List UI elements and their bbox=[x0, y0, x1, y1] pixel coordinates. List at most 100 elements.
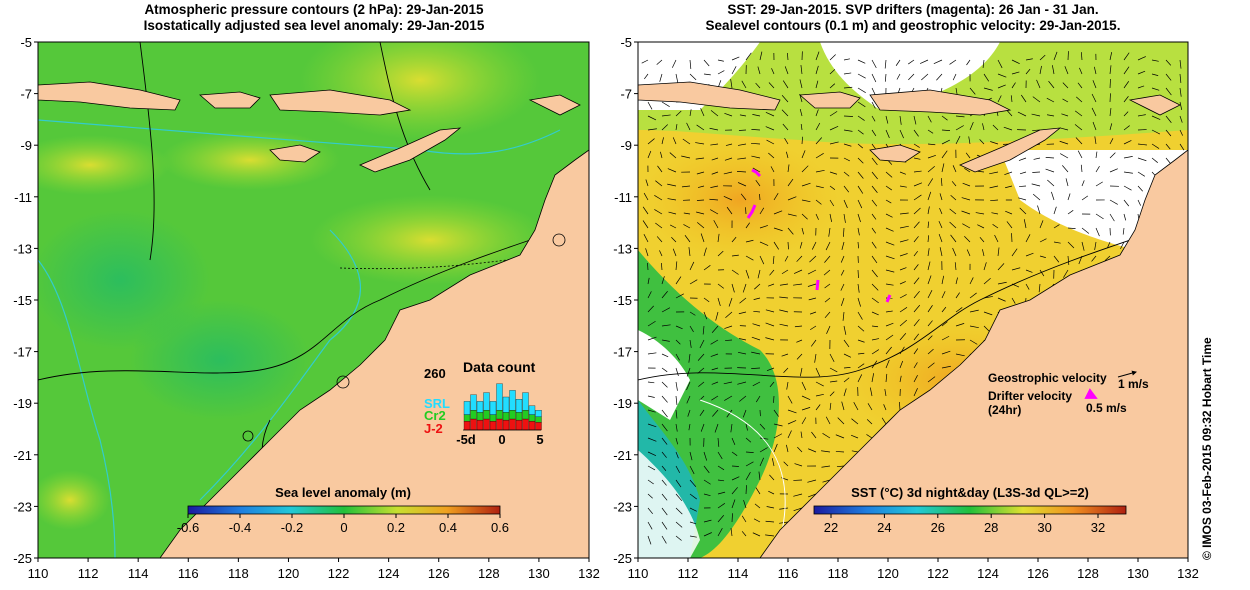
velocity-arrow bbox=[809, 255, 817, 263]
velocity-arrow bbox=[1038, 283, 1041, 293]
velocity-arrow bbox=[815, 381, 824, 387]
velocity-arrow bbox=[661, 493, 668, 501]
velocity-arrow bbox=[871, 171, 878, 180]
data-count-bar-segment bbox=[496, 383, 503, 411]
velocity-arrow bbox=[921, 73, 929, 81]
geostrophic-scale: 1 m/s bbox=[1118, 377, 1149, 391]
velocity-arrow bbox=[1151, 87, 1160, 91]
drifter-scale: 0.5 m/s bbox=[1086, 401, 1127, 415]
velocity-arrow bbox=[667, 183, 677, 187]
velocity-arrow bbox=[881, 417, 887, 425]
velocity-arrow bbox=[742, 283, 747, 293]
velocity-arrow bbox=[759, 457, 764, 467]
velocity-arrow bbox=[913, 277, 920, 285]
velocity-arrow bbox=[899, 281, 906, 285]
x-tick-label: 124 bbox=[977, 566, 999, 581]
velocity-arrow bbox=[728, 297, 733, 307]
legend-cr2: Cr2 bbox=[424, 408, 446, 423]
y-tick-label: -7 bbox=[620, 87, 632, 102]
velocity-arrow bbox=[941, 321, 948, 327]
velocity-arrow bbox=[647, 101, 653, 110]
data-count-max: 260 bbox=[424, 366, 446, 381]
velocity-arrow bbox=[949, 59, 957, 65]
velocity-arrow bbox=[717, 451, 723, 460]
velocity-arrow bbox=[661, 339, 670, 342]
velocity-arrow bbox=[687, 409, 691, 417]
velocity-arrow bbox=[731, 66, 737, 75]
velocity-arrow bbox=[765, 112, 775, 117]
velocity-arrow bbox=[753, 297, 761, 300]
data-count-inset: Data count 260 SRL Cr2 J-2 -5d 0 5 bbox=[424, 359, 544, 447]
velocity-arrow bbox=[807, 283, 817, 287]
velocity-arrow bbox=[711, 157, 719, 161]
velocity-arrow bbox=[1179, 101, 1183, 110]
velocity-arrow bbox=[730, 528, 733, 537]
colorbar-tick-label: 0.6 bbox=[491, 520, 509, 535]
velocity-arrow bbox=[698, 381, 705, 387]
sla-high-patch bbox=[160, 130, 340, 190]
velocity-arrow bbox=[871, 157, 878, 166]
velocity-arrow bbox=[927, 335, 933, 341]
velocity-arrow bbox=[737, 351, 747, 355]
velocity-arrow bbox=[759, 207, 765, 215]
velocity-arrow bbox=[895, 59, 901, 66]
velocity-arrow bbox=[939, 193, 943, 201]
velocity-arrow bbox=[675, 409, 678, 419]
velocity-arrow bbox=[709, 198, 719, 201]
velocity-arrow bbox=[841, 401, 845, 411]
colorbar-tick-label: -0.4 bbox=[229, 520, 251, 535]
velocity-arrow bbox=[1093, 66, 1097, 75]
velocity-arrow bbox=[766, 139, 775, 145]
velocity-arrow bbox=[969, 339, 978, 345]
velocity-arrow bbox=[1094, 136, 1097, 145]
colorbar-tick-label: 26 bbox=[931, 520, 945, 535]
velocity-arrow bbox=[951, 181, 957, 187]
x-tick-label: 126 bbox=[1027, 566, 1049, 581]
velocity-arrow bbox=[689, 535, 697, 538]
velocity-arrow bbox=[717, 297, 721, 307]
drifter-track bbox=[746, 204, 757, 219]
velocity-arrow bbox=[913, 374, 918, 383]
velocity-arrow bbox=[938, 220, 943, 229]
velocity-arrow bbox=[745, 255, 754, 261]
sumba-island bbox=[269, 144, 321, 163]
x-tick-label: 130 bbox=[1127, 566, 1149, 581]
velocity-arrow bbox=[871, 59, 877, 69]
velocity-arrow bbox=[927, 320, 933, 327]
velocity-arrow bbox=[815, 404, 821, 411]
velocity-arrow bbox=[1123, 171, 1133, 174]
velocity-arrow bbox=[772, 255, 775, 265]
velocity-arrow bbox=[730, 423, 733, 433]
data-count-bar-segment bbox=[483, 418, 490, 431]
velocity-arrow bbox=[955, 135, 961, 145]
data-count-tick: -5d bbox=[456, 432, 476, 447]
velocity-arrow bbox=[857, 143, 864, 149]
velocity-arrow bbox=[1165, 129, 1172, 137]
velocity-arrow bbox=[997, 73, 1007, 78]
bathymetry-contour bbox=[199, 229, 361, 501]
velocity-arrow bbox=[647, 352, 657, 355]
velocity-arrow bbox=[1095, 151, 1098, 159]
velocity-arrow bbox=[647, 336, 657, 341]
velocity-arrow bbox=[1123, 52, 1130, 61]
velocity-arrow bbox=[1081, 195, 1089, 201]
data-count-bar-segment bbox=[502, 412, 510, 421]
velocity-arrow bbox=[966, 249, 971, 257]
velocity-arrow bbox=[815, 367, 821, 377]
velocity-arrow bbox=[821, 465, 831, 468]
data-count-tick: 0 bbox=[498, 432, 505, 447]
velocity-arrow bbox=[913, 207, 921, 215]
velocity-arrow bbox=[1011, 248, 1018, 257]
velocity-arrow bbox=[675, 325, 683, 330]
velocity-arrow bbox=[871, 199, 878, 207]
velocity-arrow bbox=[1053, 255, 1060, 263]
velocity-arrow bbox=[1011, 267, 1021, 271]
velocity-arrow bbox=[672, 137, 677, 145]
velocity-arrow bbox=[992, 124, 999, 131]
velocity-arrow bbox=[940, 178, 943, 187]
velocity-arrow bbox=[675, 73, 679, 83]
right-title-line2: Sealevel contours (0.1 m) and geostrophi… bbox=[705, 18, 1121, 33]
velocity-arrow bbox=[829, 171, 838, 175]
velocity-arrow bbox=[743, 499, 747, 509]
velocity-arrow bbox=[675, 437, 679, 445]
